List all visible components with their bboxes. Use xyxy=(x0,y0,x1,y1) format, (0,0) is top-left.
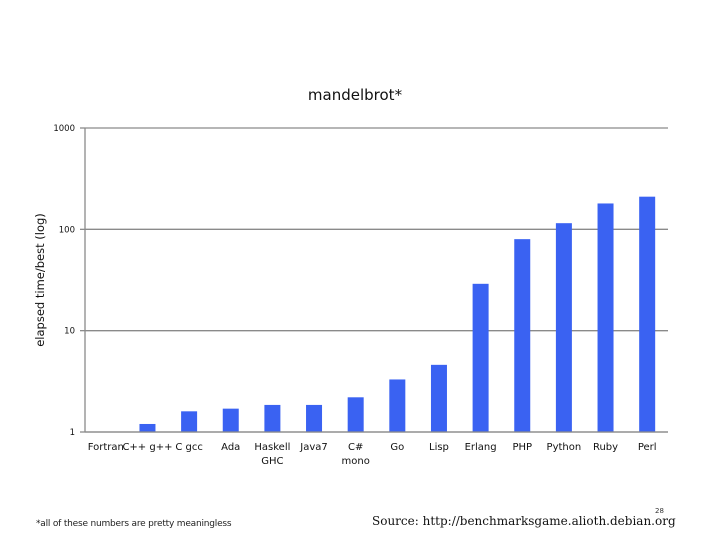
x-tick-label: Haskell xyxy=(254,442,290,453)
gridlines xyxy=(80,127,668,433)
y-tick-labels: 1 10 100 1000 xyxy=(53,124,75,438)
y-tick-label: 1000 xyxy=(53,124,75,134)
x-tick-label: mono xyxy=(342,456,370,467)
bar xyxy=(639,196,656,432)
x-tick-label: Perl xyxy=(638,442,657,453)
y-tick-label: 1 xyxy=(70,428,75,438)
bar xyxy=(514,239,531,432)
x-tick-label: Ada xyxy=(221,442,240,453)
page-number: 28 xyxy=(655,507,664,515)
footnote: *all of these numbers are pretty meaning… xyxy=(36,519,232,529)
x-tick-label: Fortran xyxy=(88,442,124,453)
bar xyxy=(139,423,156,432)
x-tick-label: Go xyxy=(390,442,404,453)
bar xyxy=(222,408,239,432)
x-tick-label: Ruby xyxy=(593,442,618,453)
bar xyxy=(389,379,406,432)
bar xyxy=(306,404,323,432)
axes xyxy=(84,128,668,433)
bar xyxy=(597,203,614,432)
bar xyxy=(555,223,572,432)
x-tick-label: PHP xyxy=(512,442,532,453)
x-tick-label: Python xyxy=(547,442,582,453)
chart-title: mandelbrot* xyxy=(307,86,403,104)
source-citation: Source: http://benchmarksgame.alioth.deb… xyxy=(372,514,676,528)
x-tick-label: GHC xyxy=(261,456,283,467)
bar xyxy=(430,364,447,432)
x-tick-label: Lisp xyxy=(429,442,449,453)
bar xyxy=(472,283,489,432)
x-tick-label: Erlang xyxy=(465,442,497,453)
y-tick-label: 10 xyxy=(64,327,75,337)
bars xyxy=(139,196,656,432)
x-tick-label: C# xyxy=(348,442,363,453)
bar xyxy=(347,397,364,432)
bar xyxy=(264,404,281,432)
x-tick-label: C++ g++ xyxy=(122,442,172,453)
x-tick-label: Java7 xyxy=(299,442,328,453)
bar xyxy=(181,411,198,432)
y-tick-label: 100 xyxy=(59,225,75,235)
x-tick-label: C gcc xyxy=(175,442,203,453)
